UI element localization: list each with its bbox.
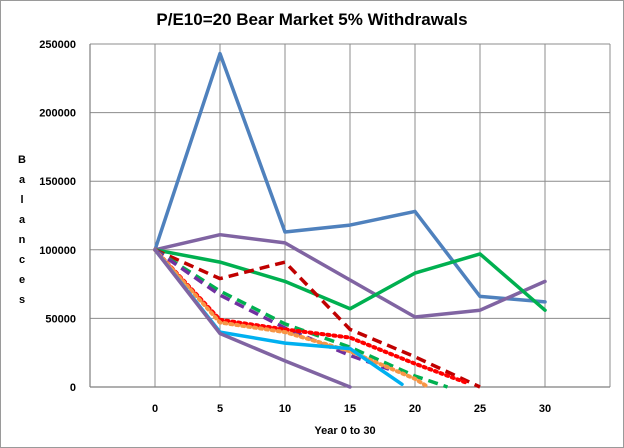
y-axis-label-letter: n	[18, 234, 26, 246]
x-tick-label: 30	[539, 403, 551, 415]
x-tick-label: 25	[474, 403, 486, 415]
y-axis-label-letter: B	[18, 154, 26, 166]
series-line-5	[154, 248, 449, 389]
series-line-8	[153, 247, 430, 389]
series-line-10	[153, 248, 352, 389]
y-tick-label: 0	[70, 382, 76, 394]
y-tick-label: 100000	[39, 245, 76, 257]
y-axis-label-letter: l	[20, 194, 24, 206]
series-line-3	[153, 248, 547, 312]
y-axis-label-letter: a	[18, 214, 26, 226]
series-line-2	[153, 232, 547, 319]
x-tick-label: 5	[217, 403, 223, 415]
y-axis-label-letter: a	[18, 174, 26, 186]
x-tick-label: 0	[152, 403, 158, 415]
y-axis-label-letter: e	[18, 274, 26, 286]
chart-title: P/E10=20 Bear Market 5% Withdrawals	[156, 10, 468, 29]
y-axis-label-letter: s	[18, 294, 26, 306]
x-tick-label: 15	[344, 403, 356, 415]
y-tick-labels: 0 50000 100000 150000 200000 250000	[39, 39, 76, 394]
y-axis-label-letter: c	[18, 254, 26, 266]
series-line-1	[153, 51, 547, 304]
series-line-9	[153, 248, 404, 387]
series-line-4	[154, 248, 481, 389]
x-tick-label: 10	[279, 403, 291, 415]
x-tick-label: 20	[409, 403, 421, 415]
y-tick-label: 150000	[39, 176, 76, 188]
series-group	[153, 51, 547, 389]
y-tick-label: 250000	[39, 39, 76, 51]
y-tick-label: 50000	[45, 313, 76, 325]
x-tick-labels: 0 5 10 15 20 25 30	[152, 403, 551, 415]
x-axis-label: Year 0 to 30	[314, 425, 376, 437]
y-tick-label: 200000	[39, 108, 76, 120]
